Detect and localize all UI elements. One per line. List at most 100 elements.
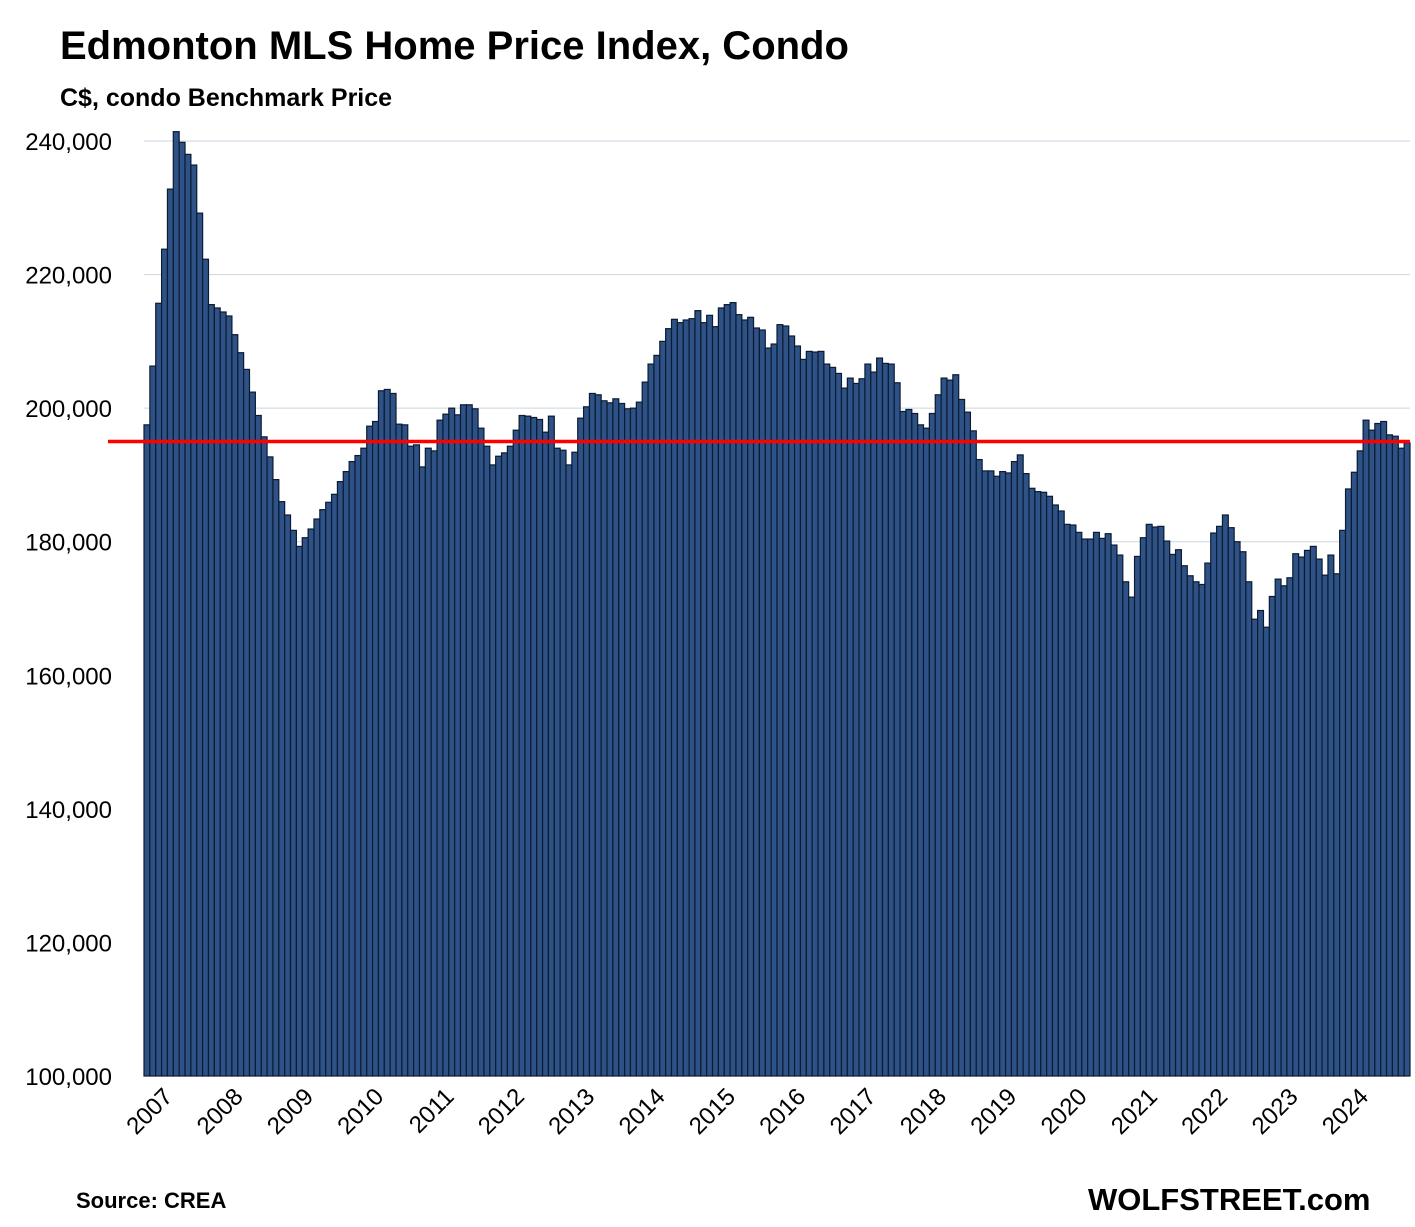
x-tick-label: 2015 xyxy=(684,1083,741,1140)
bar xyxy=(190,164,198,1077)
bar xyxy=(1391,435,1399,1077)
bar xyxy=(1028,487,1036,1077)
bar xyxy=(817,350,825,1077)
bar xyxy=(500,452,508,1077)
bar xyxy=(184,153,192,1077)
bar xyxy=(1081,538,1089,1077)
bar xyxy=(1133,555,1141,1077)
bar xyxy=(1210,532,1218,1077)
bar xyxy=(1174,549,1183,1077)
bar xyxy=(577,417,585,1077)
bar xyxy=(1139,537,1147,1077)
bar xyxy=(272,479,280,1077)
bar xyxy=(993,475,1001,1077)
bar xyxy=(1403,442,1411,1077)
bar xyxy=(1344,488,1352,1077)
y-tick-label: 100,000 xyxy=(25,1064,112,1091)
bar xyxy=(237,352,245,1077)
bar xyxy=(922,427,930,1077)
bar xyxy=(876,357,884,1077)
bar xyxy=(1215,525,1224,1077)
bar xyxy=(407,445,415,1077)
x-tick-label: 2011 xyxy=(404,1083,460,1139)
bar xyxy=(436,419,444,1077)
bar xyxy=(1169,553,1177,1077)
bar xyxy=(454,414,462,1077)
bar xyxy=(676,322,684,1077)
bar xyxy=(811,351,819,1077)
x-tick-label: 2012 xyxy=(473,1083,530,1140)
y-tick-label: 180,000 xyxy=(25,530,112,557)
bar xyxy=(366,425,374,1077)
bar xyxy=(1286,577,1294,1077)
bar xyxy=(711,326,719,1077)
x-tick-label: 2021 xyxy=(1106,1083,1163,1140)
bar xyxy=(975,458,983,1077)
bar xyxy=(911,412,919,1077)
x-tick-label: 2010 xyxy=(332,1083,389,1140)
bar xyxy=(289,529,297,1077)
bar xyxy=(682,319,690,1077)
bar xyxy=(1051,504,1059,1077)
bar xyxy=(166,188,174,1077)
x-tick-label: 2007 xyxy=(121,1083,178,1140)
bar xyxy=(202,258,210,1077)
bar xyxy=(248,391,256,1077)
bar xyxy=(770,343,778,1077)
bar xyxy=(383,388,391,1077)
bar xyxy=(424,447,432,1077)
bar xyxy=(946,379,954,1077)
bar xyxy=(1198,583,1206,1077)
bar xyxy=(793,345,802,1077)
y-tick-label: 140,000 xyxy=(25,797,112,824)
bar xyxy=(284,514,292,1077)
bar xyxy=(401,424,409,1077)
bar xyxy=(893,382,901,1077)
bar xyxy=(1262,626,1270,1077)
bar xyxy=(618,402,626,1077)
bar xyxy=(1087,538,1095,1077)
bar xyxy=(1092,531,1100,1077)
bar xyxy=(1104,533,1112,1077)
bar xyxy=(512,429,520,1077)
bar xyxy=(647,363,655,1077)
bar xyxy=(1063,523,1071,1077)
bar xyxy=(413,444,421,1077)
bar xyxy=(506,445,514,1077)
bar xyxy=(1163,540,1171,1077)
bar xyxy=(1292,553,1300,1077)
bar xyxy=(1333,573,1341,1077)
bar xyxy=(952,374,960,1077)
bar xyxy=(1368,429,1376,1077)
bar xyxy=(1098,537,1106,1077)
bar xyxy=(1110,544,1118,1077)
bar xyxy=(1315,558,1323,1077)
bar xyxy=(940,377,948,1077)
bar xyxy=(418,466,426,1077)
bars xyxy=(143,131,1411,1077)
bar xyxy=(155,302,163,1077)
x-tick-label: 2016 xyxy=(754,1083,811,1140)
bar xyxy=(1350,471,1358,1077)
bar xyxy=(1128,596,1136,1077)
x-tick-label: 2014 xyxy=(614,1083,671,1140)
bar xyxy=(635,401,643,1077)
bar xyxy=(541,431,550,1077)
bar xyxy=(1122,581,1130,1077)
bar xyxy=(846,377,854,1077)
bar xyxy=(764,347,772,1077)
bar xyxy=(1245,581,1253,1077)
bar xyxy=(1268,595,1276,1077)
bar xyxy=(319,509,327,1077)
bar xyxy=(196,212,204,1077)
x-tick-label: 2024 xyxy=(1317,1083,1374,1140)
bar xyxy=(495,455,503,1077)
bar xyxy=(1298,556,1306,1077)
bar xyxy=(987,470,995,1077)
bar xyxy=(594,394,602,1077)
y-tick-label: 240,000 xyxy=(25,129,112,156)
bar xyxy=(928,412,936,1077)
bar xyxy=(963,411,972,1077)
bar xyxy=(325,501,333,1077)
bar xyxy=(330,493,339,1077)
